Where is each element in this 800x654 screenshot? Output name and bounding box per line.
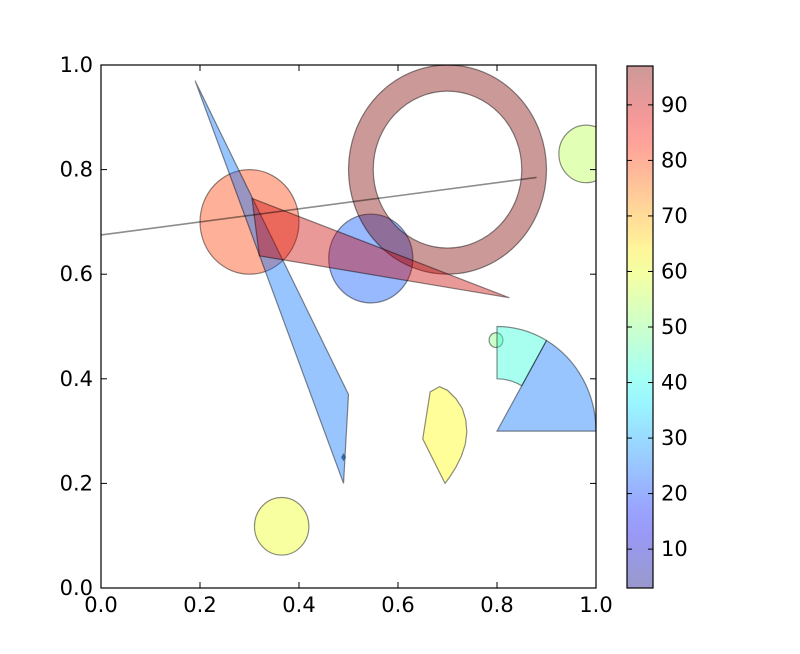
x-tick-label: 0.2 [183,593,216,617]
plot-frame [100,64,597,589]
plot-area [100,64,597,589]
x-tick-label: 0.4 [282,593,315,617]
y-axis: 0.0 0.2 0.4 0.6 0.8 1.0 [60,53,596,600]
colorbar-tick-label: 10 [661,537,688,561]
shape-line-11 [101,176,537,236]
colorbar-tick-label: 50 [661,315,688,339]
colorbar-tick-label: 20 [661,482,688,506]
shape-point-12 [341,453,347,462]
shapes-layer [101,65,596,556]
colorbar-tick-label: 90 [661,93,688,117]
shape-ring-5 [347,65,548,275]
shape-polygon-8 [422,385,468,485]
colorbar-tick-label: 60 [661,259,688,283]
y-tick-label: 0.0 [60,576,93,600]
plot-background [101,65,596,588]
y-tick-label: 0.6 [60,262,93,286]
shape-wedge-ring-10 [496,325,548,387]
x-tick-label: 0.6 [381,593,414,617]
colorbar-tick-label: 30 [661,426,688,450]
colorbar: 10 20 30 40 50 60 70 80 90 [626,65,688,589]
x-tick-label: 0.8 [480,593,513,617]
colorbar-tick-label: 80 [661,148,688,172]
x-tick-label: 0.0 [84,593,117,617]
shape-polygon-6 [194,80,350,484]
shape-circle-2 [558,124,596,184]
shape-circle-3 [253,496,310,556]
shape-circle-0 [199,168,300,275]
y-tick-label: 0.8 [60,158,93,182]
y-tick-label: 0.4 [60,367,93,391]
shape-circle-4 [488,332,504,349]
y-tick-label: 1.0 [60,53,93,77]
colorbar-tick-label: 70 [661,204,688,228]
x-axis: 0.0 0.2 0.4 0.6 0.8 1.0 [84,65,613,617]
y-tick-label: 0.2 [60,471,93,495]
colorbar-tick-label: 40 [661,371,688,395]
shape-polygon-7 [251,197,510,299]
x-tick-label: 1.0 [579,593,612,617]
shape-circle-1 [328,213,414,304]
